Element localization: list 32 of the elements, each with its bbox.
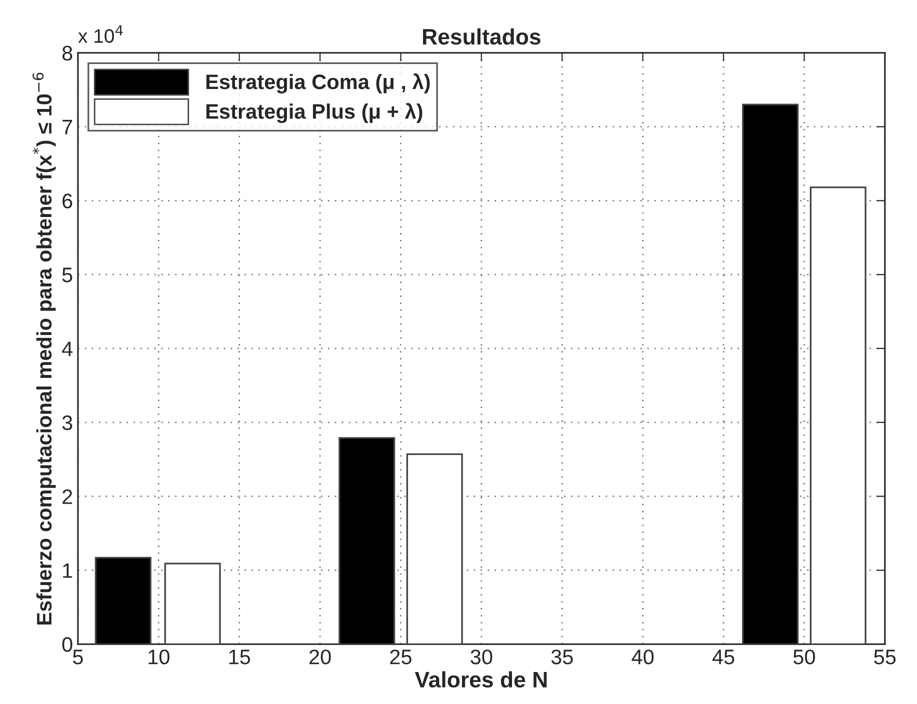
- y-tick-label: 2: [62, 489, 72, 504]
- bar: [164, 562, 221, 644]
- chart-title: Resultados: [423, 28, 540, 45]
- x-tick-label: 25: [390, 650, 412, 664]
- y-tick-label: 6: [62, 194, 72, 208]
- legend-label: Estrategia Coma (μ , λ): [206, 73, 430, 94]
- y-tick-label: 3: [62, 415, 72, 430]
- x-tick-label: 50: [793, 650, 815, 664]
- x-tick-label: 55: [874, 650, 896, 664]
- bar: [810, 186, 866, 644]
- legend-label: Estrategia Plus (μ + λ): [206, 103, 422, 124]
- y-tick-label: 0: [62, 637, 72, 652]
- x-tick-label: 45: [712, 650, 734, 664]
- x-tick-label: 5: [72, 650, 83, 664]
- y-tick-label: 8: [62, 46, 72, 61]
- y-axis-title: Esfuerzo computacional medio para obtener f(x$^{*}$) ≤ 10$^{−6}$: [32, 72, 56, 624]
- bar: [94, 556, 152, 644]
- y-tick-label: 7: [62, 120, 72, 134]
- y-tick-label: 1: [63, 563, 72, 578]
- x-tick-label: 10: [148, 650, 170, 664]
- bar: [742, 104, 799, 644]
- text: x 10$^{4}$: [78, 25, 123, 43]
- x-tick-label: 20: [309, 650, 331, 664]
- x-tick-label: 15: [229, 650, 250, 664]
- y-tick-label: 4: [62, 342, 72, 356]
- x-tick-label: 35: [551, 650, 573, 664]
- y-tick-label: 5: [62, 268, 72, 282]
- x-tick-label: 30: [470, 650, 492, 664]
- x-tick-label: 40: [632, 650, 654, 664]
- bar: [338, 437, 396, 644]
- x-axis-title: Valores de N: [414, 671, 547, 688]
- bar: [406, 453, 463, 644]
